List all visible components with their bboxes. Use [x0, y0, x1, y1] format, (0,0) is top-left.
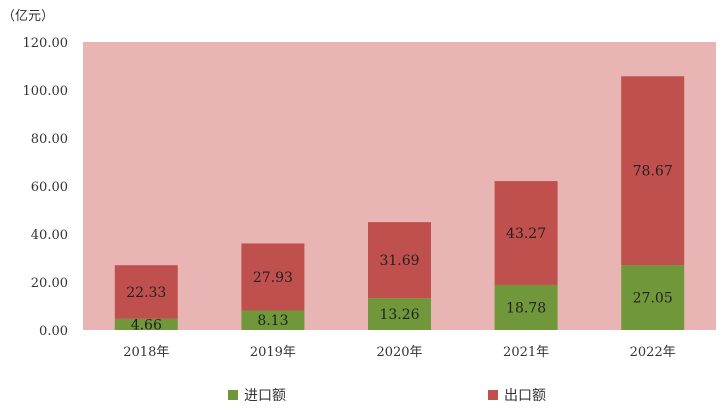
- bar-import: [494, 284, 558, 330]
- data-label-export: 22.33: [126, 285, 166, 301]
- data-label-import: 8.13: [257, 313, 288, 329]
- y-tick-label: 20.00: [31, 276, 68, 291]
- legend-swatch-export: [488, 390, 498, 400]
- data-label-export: 43.27: [506, 226, 546, 242]
- bars: 4.66 22.33 8.13 27.93 13.26 31.69 18.78 43.27 27…: [114, 76, 685, 333]
- x-tick-label: 2019年: [250, 345, 296, 360]
- bar-export: [621, 76, 685, 266]
- data-label-export: 27.93: [253, 270, 293, 286]
- y-tick-label: 80.00: [31, 132, 68, 147]
- bar-import: [621, 265, 685, 330]
- x-tick-label: 2022年: [630, 345, 676, 360]
- data-label-export: 31.69: [379, 253, 419, 269]
- bar-export: [494, 181, 558, 285]
- bar-import: [368, 298, 431, 330]
- y-tick-label: 40.00: [31, 228, 68, 243]
- y-tick-label: 0.00: [39, 324, 68, 339]
- x-tick-label: 2018年: [123, 345, 169, 360]
- y-tick-label: 60.00: [31, 180, 68, 195]
- legend-swatch-import: [228, 390, 238, 400]
- y-tick-label: 120.00: [23, 36, 69, 51]
- bar-import: [114, 318, 178, 330]
- y-tick-label: 100.00: [23, 84, 69, 99]
- y-axis-ticks: 0.00 20.00 40.00 60.00 80.00 100.00 120.00: [23, 36, 69, 339]
- bar-export: [241, 243, 305, 311]
- legend-item-export: 出口额: [488, 385, 546, 405]
- x-tick-label: 2021年: [503, 345, 549, 360]
- bar-export: [114, 265, 178, 319]
- x-tick-label: 2020年: [376, 345, 422, 360]
- data-label-import: 13.26: [379, 307, 419, 323]
- bar-export: [368, 222, 431, 299]
- legend-label-export: 出口额: [504, 388, 546, 404]
- x-axis-ticks: 2018年 2019年 2020年 2021年 2022年: [123, 345, 675, 360]
- y-axis-unit-label: （亿元）: [2, 9, 54, 24]
- legend-label-import: 进口额: [244, 388, 286, 404]
- legend-item-import: 进口额: [228, 385, 286, 405]
- bar-import: [241, 310, 305, 330]
- data-label-import: 4.66: [131, 317, 162, 333]
- data-label-import: 18.78: [506, 300, 546, 316]
- data-label-import: 27.05: [633, 291, 673, 307]
- data-label-export: 78.67: [633, 164, 673, 180]
